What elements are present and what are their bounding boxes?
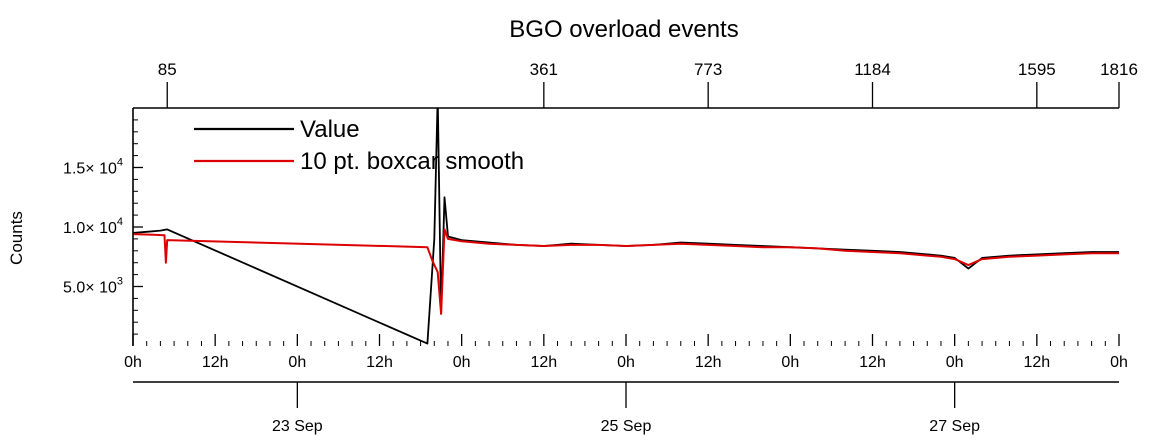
- plot-frame: [132, 107, 1119, 346]
- chart-title: BGO overload events: [509, 16, 738, 43]
- y-axis-tick-label: 1.5× 104: [63, 157, 123, 178]
- top-axis-tick-label: 85: [158, 60, 177, 79]
- x-axis-tick-label: 0h: [124, 354, 142, 371]
- date-axis-tick-label: 27 Sep: [929, 418, 980, 435]
- x-axis-tick-label: 12h: [202, 354, 229, 371]
- legend-label: 10 pt. boxcar smooth: [300, 148, 524, 175]
- x-axis-tick-label: 0h: [617, 354, 635, 371]
- plot-lines: [133, 108, 1119, 345]
- top-axis-tick-label: 1595: [1018, 60, 1056, 79]
- date-axis: 23 Sep 25 Sep 27 Sep: [133, 381, 1119, 435]
- top-axis-tick-label: 361: [530, 60, 558, 79]
- top-axis-tick-label: 773: [694, 60, 722, 79]
- y-axis-label: Counts: [7, 211, 26, 265]
- x-axis-tick-label: 0h: [946, 354, 964, 371]
- top-axis: 85 361 773 1184 1595 1816: [158, 60, 1138, 108]
- legend: Value 10 pt. boxcar smooth: [194, 116, 524, 175]
- series-smooth-line: [133, 228, 1119, 315]
- top-axis-tick-label: 1184: [854, 60, 891, 79]
- plot-lines-clipped: [133, 108, 1119, 345]
- x-axis: 0h 12h 0h 12h 0h 12h 0h 12h 0h 12h 0h 12h 0h: [124, 334, 1128, 371]
- x-axis-tick-label: 12h: [859, 354, 886, 371]
- y-axis: 5.0× 103 1.0× 104 1.5× 104: [63, 119, 143, 335]
- x-axis-tick-label: 0h: [781, 354, 799, 371]
- x-axis-tick-label: 12h: [366, 354, 393, 371]
- x-axis-tick-label: 12h: [1023, 354, 1050, 371]
- top-axis-tick-label: 1816: [1100, 60, 1138, 79]
- y-axis-tick-label: 5.0× 103: [63, 276, 123, 297]
- date-axis-tick-label: 23 Sep: [272, 418, 323, 435]
- x-axis-tick-label: 12h: [530, 354, 557, 371]
- y-axis-tick-label: 1.0× 104: [63, 216, 123, 237]
- series-value-line: [133, 108, 1119, 345]
- legend-label: Value: [300, 116, 360, 143]
- x-axis-tick-label: 0h: [1110, 354, 1128, 371]
- x-axis-tick-label: 0h: [453, 354, 471, 371]
- date-axis-tick-label: 25 Sep: [601, 418, 652, 435]
- x-axis-tick-label: 12h: [695, 354, 722, 371]
- x-axis-tick-label: 0h: [288, 354, 306, 371]
